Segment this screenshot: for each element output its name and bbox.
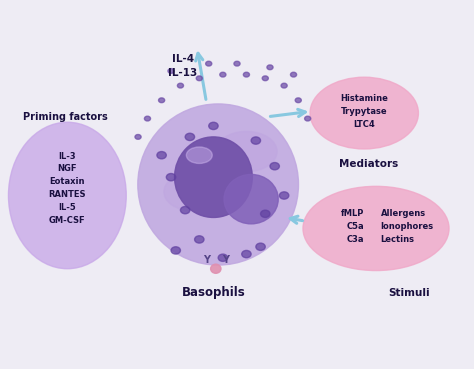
Ellipse shape bbox=[177, 83, 183, 88]
Ellipse shape bbox=[186, 147, 212, 163]
Ellipse shape bbox=[267, 65, 273, 70]
Text: Y: Y bbox=[222, 255, 229, 265]
Ellipse shape bbox=[206, 61, 212, 66]
Ellipse shape bbox=[218, 254, 228, 261]
Ellipse shape bbox=[261, 210, 270, 217]
Ellipse shape bbox=[279, 192, 289, 199]
Text: IL-4
IL-13: IL-4 IL-13 bbox=[168, 55, 198, 78]
Ellipse shape bbox=[157, 152, 166, 159]
Ellipse shape bbox=[174, 137, 252, 217]
Text: Y: Y bbox=[203, 255, 210, 265]
Text: Stimuli: Stimuli bbox=[388, 287, 430, 297]
Ellipse shape bbox=[185, 133, 195, 141]
Text: Priming factors: Priming factors bbox=[23, 112, 108, 122]
Ellipse shape bbox=[305, 116, 311, 121]
Ellipse shape bbox=[295, 98, 301, 103]
Text: fMLP
C5a
C3a: fMLP C5a C3a bbox=[341, 209, 364, 244]
Ellipse shape bbox=[234, 61, 240, 66]
Ellipse shape bbox=[281, 83, 287, 88]
Ellipse shape bbox=[166, 173, 176, 181]
Ellipse shape bbox=[216, 131, 277, 172]
Ellipse shape bbox=[224, 175, 278, 224]
Text: IL-3
NGF
Eotaxin
RANTES
IL-5
GM-CSF: IL-3 NGF Eotaxin RANTES IL-5 GM-CSF bbox=[49, 152, 86, 225]
Ellipse shape bbox=[181, 207, 190, 214]
Ellipse shape bbox=[158, 98, 164, 103]
Ellipse shape bbox=[145, 116, 151, 121]
Ellipse shape bbox=[196, 76, 202, 81]
Ellipse shape bbox=[171, 247, 181, 254]
Ellipse shape bbox=[310, 77, 419, 149]
Ellipse shape bbox=[251, 137, 261, 144]
Ellipse shape bbox=[262, 76, 268, 81]
Ellipse shape bbox=[220, 72, 226, 77]
Text: Allergens
Ionophores
Lectins: Allergens Ionophores Lectins bbox=[381, 209, 434, 244]
Text: Histamine
Trypytase
LTC4: Histamine Trypytase LTC4 bbox=[340, 94, 388, 129]
Ellipse shape bbox=[270, 162, 279, 170]
Ellipse shape bbox=[138, 104, 299, 265]
Ellipse shape bbox=[291, 72, 297, 77]
Ellipse shape bbox=[168, 69, 174, 73]
Ellipse shape bbox=[242, 251, 251, 258]
Ellipse shape bbox=[210, 264, 221, 273]
Text: Basophils: Basophils bbox=[182, 286, 246, 299]
Ellipse shape bbox=[303, 186, 449, 270]
Ellipse shape bbox=[9, 122, 126, 269]
Ellipse shape bbox=[135, 135, 141, 139]
Ellipse shape bbox=[243, 72, 249, 77]
Ellipse shape bbox=[195, 236, 204, 243]
Ellipse shape bbox=[164, 173, 216, 210]
Ellipse shape bbox=[209, 122, 218, 130]
Ellipse shape bbox=[256, 243, 265, 251]
Text: Mediators: Mediators bbox=[339, 159, 399, 169]
